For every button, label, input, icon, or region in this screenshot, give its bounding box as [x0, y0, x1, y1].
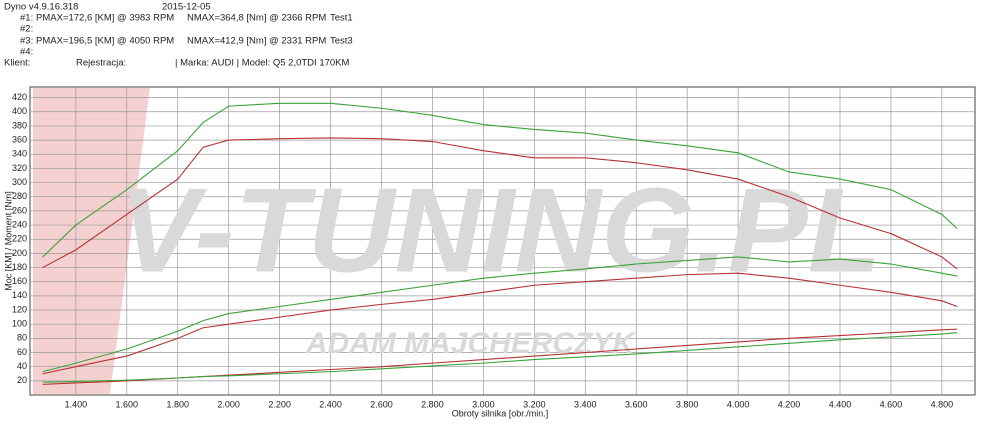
vehicle: | Marka: AUDI | Model: Q5 2,0TDI 170KM [175, 58, 350, 69]
x-tick-label: 1.600 [116, 399, 139, 409]
x-tick-label: 4.800 [931, 399, 954, 409]
y-tick-label: 420 [12, 92, 27, 102]
y-tick-label: 80 [17, 333, 27, 343]
watermark: V-TUNING.PL [119, 164, 881, 298]
series-line [42, 102, 958, 258]
x-tick-label: 3.400 [574, 399, 597, 409]
version: Dyno v4.9.16.318 [4, 2, 78, 13]
x-tick-label: 3.200 [523, 399, 546, 409]
lines [42, 102, 958, 385]
y-tick-label: 100 [12, 319, 27, 329]
plot-area [29, 86, 976, 396]
y-tick-label: 200 [12, 248, 27, 258]
x-tick-label: 1.800 [166, 399, 189, 409]
y-tick-label: 320 [12, 163, 27, 173]
run-name: Test1 [330, 13, 353, 24]
y-tick-label: 120 [12, 304, 27, 314]
x-tick-label: 4.000 [727, 399, 750, 409]
x-tick-label: 4.200 [778, 399, 801, 409]
y-tick-label: 40 [17, 361, 27, 371]
run-nmax: NMAX=412,9 [Nm] @ 2331 RPM [187, 36, 326, 47]
x-tick-label: 3.600 [625, 399, 648, 409]
y-tick-label: 220 [12, 234, 27, 244]
y-tick-label: 20 [17, 375, 27, 385]
y-tick-label: 140 [12, 290, 27, 300]
y-tick-label: 260 [12, 205, 27, 215]
y-tick-label: 180 [12, 262, 27, 272]
series-line [42, 332, 958, 383]
y-tick-label: 340 [12, 149, 27, 159]
run-nmax: NMAX=364,8 [Nm] @ 2366 RPM [187, 13, 326, 24]
series-line [42, 137, 958, 270]
x-tick-label: 4.400 [829, 399, 852, 409]
x-tick-label: 2.600 [370, 399, 393, 409]
x-tick-label: 2.000 [217, 399, 240, 409]
run-pmax: PMAX=172,6 [KM] @ 3983 RPM [36, 13, 174, 24]
run-id: #1: [20, 13, 33, 24]
series-line [42, 272, 958, 375]
run-id: #2: [20, 24, 33, 35]
x-tick-label: 1.400 [65, 399, 88, 409]
registration: Rejestracja: [76, 58, 126, 69]
run-name: Test3 [330, 36, 353, 47]
x-tick-label: 2.400 [319, 399, 342, 409]
y-tick-label: 160 [12, 276, 27, 286]
series-line [42, 256, 958, 373]
client: Klient: [4, 58, 30, 69]
x-tick-label: 2.200 [268, 399, 291, 409]
run-id: #3: [20, 36, 33, 47]
y-tick-label: 240 [12, 219, 27, 229]
run-pmax: PMAX=196,5 [KM] @ 4050 RPM [36, 36, 174, 47]
x-tick-label: 3.800 [676, 399, 699, 409]
x-axis-label: Obroty silnika [obr./min.] [452, 408, 549, 418]
y-tick-label: 380 [12, 120, 27, 130]
watermark-sub: ADAM MAJCHERCZYK [305, 327, 637, 360]
run-id: #4: [20, 47, 33, 58]
y-tick-label: 60 [17, 347, 27, 357]
y-tick-label: 400 [12, 106, 27, 116]
y-tick-label: 280 [12, 191, 27, 201]
x-tick-label: 2.800 [421, 399, 444, 409]
x-tick-label: 3.000 [472, 399, 495, 409]
date: 2015-12-05 [162, 2, 211, 13]
logo-band [33, 88, 150, 394]
y-tick-label: 300 [12, 177, 27, 187]
y-tick-label: 360 [12, 134, 27, 144]
x-tick-label: 4.600 [880, 399, 903, 409]
y-axis-label: Moc [KM] / Moment [Nm] [3, 191, 13, 291]
